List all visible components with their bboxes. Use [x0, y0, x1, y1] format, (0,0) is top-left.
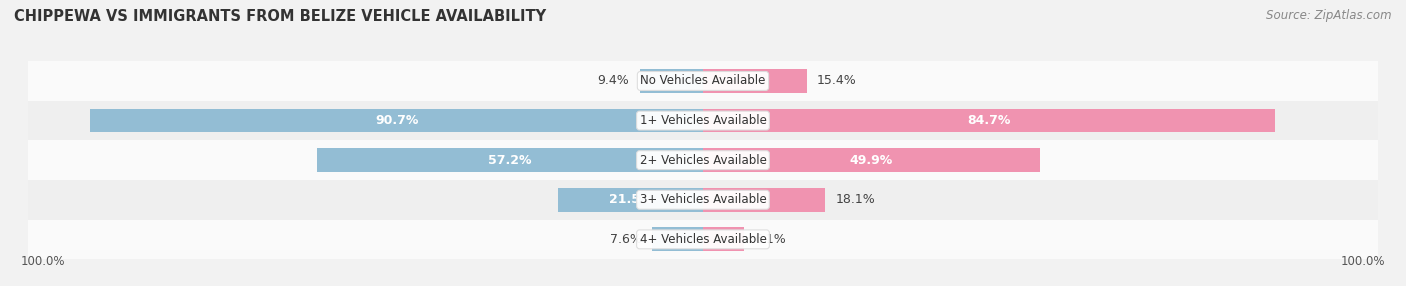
- Bar: [703, 109, 1275, 132]
- Bar: [703, 69, 807, 93]
- Text: 7.6%: 7.6%: [610, 233, 641, 246]
- Text: 90.7%: 90.7%: [375, 114, 419, 127]
- Text: 100.0%: 100.0%: [1341, 255, 1385, 268]
- Text: 6.1%: 6.1%: [755, 233, 786, 246]
- Bar: [28, 180, 1378, 220]
- Text: 15.4%: 15.4%: [817, 74, 856, 88]
- Text: 84.7%: 84.7%: [967, 114, 1011, 127]
- Bar: [703, 188, 825, 212]
- Text: 3+ Vehicles Available: 3+ Vehicles Available: [640, 193, 766, 206]
- Bar: [90, 109, 703, 132]
- Bar: [558, 188, 703, 212]
- Bar: [651, 227, 703, 251]
- Bar: [703, 148, 1040, 172]
- Bar: [640, 69, 703, 93]
- Bar: [28, 220, 1378, 259]
- Text: Source: ZipAtlas.com: Source: ZipAtlas.com: [1267, 9, 1392, 21]
- Bar: [703, 227, 744, 251]
- Bar: [28, 61, 1378, 101]
- Text: 9.4%: 9.4%: [598, 74, 630, 88]
- Text: 21.5%: 21.5%: [609, 193, 652, 206]
- Bar: [316, 148, 703, 172]
- Text: CHIPPEWA VS IMMIGRANTS FROM BELIZE VEHICLE AVAILABILITY: CHIPPEWA VS IMMIGRANTS FROM BELIZE VEHIC…: [14, 9, 546, 23]
- Text: 57.2%: 57.2%: [488, 154, 531, 167]
- Text: 100.0%: 100.0%: [21, 255, 65, 268]
- Text: 49.9%: 49.9%: [849, 154, 893, 167]
- Text: 2+ Vehicles Available: 2+ Vehicles Available: [640, 154, 766, 167]
- Bar: [28, 101, 1378, 140]
- Text: 18.1%: 18.1%: [835, 193, 875, 206]
- Text: 1+ Vehicles Available: 1+ Vehicles Available: [640, 114, 766, 127]
- Bar: [28, 140, 1378, 180]
- Text: No Vehicles Available: No Vehicles Available: [640, 74, 766, 88]
- Text: 4+ Vehicles Available: 4+ Vehicles Available: [640, 233, 766, 246]
